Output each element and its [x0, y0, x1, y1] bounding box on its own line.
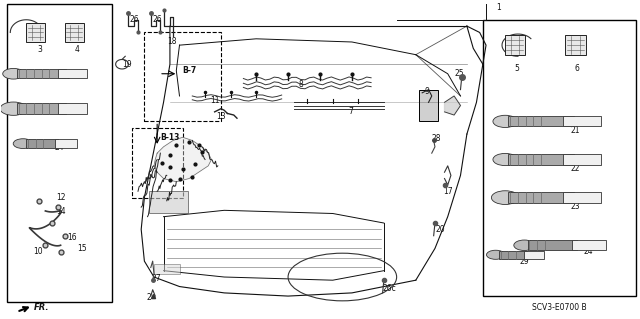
Bar: [563, 192, 601, 203]
Text: 15: 15: [77, 244, 87, 253]
Bar: [26, 23, 45, 42]
Text: 20: 20: [435, 225, 445, 234]
Text: 27: 27: [152, 274, 161, 283]
Text: SCV3-E0700 B: SCV3-E0700 B: [532, 303, 587, 312]
Text: FR.: FR.: [34, 303, 49, 312]
Circle shape: [493, 115, 518, 128]
Bar: [17, 69, 67, 78]
Text: 19: 19: [122, 60, 132, 69]
Text: 28: 28: [431, 134, 441, 143]
Polygon shape: [445, 96, 461, 115]
Text: 16: 16: [67, 233, 77, 242]
Bar: [58, 69, 87, 78]
Text: 17: 17: [443, 187, 452, 196]
Bar: [154, 264, 179, 274]
Bar: [499, 251, 527, 259]
Bar: [55, 139, 77, 148]
Text: 8: 8: [298, 80, 303, 89]
Text: 26c: 26c: [382, 284, 396, 293]
Text: 23: 23: [60, 108, 69, 116]
Text: B-13: B-13: [161, 133, 180, 142]
Bar: [17, 103, 67, 114]
Circle shape: [493, 153, 518, 166]
Bar: [508, 154, 573, 165]
Text: 29: 29: [520, 257, 529, 266]
Text: 24: 24: [54, 143, 64, 152]
Text: 22: 22: [571, 164, 580, 173]
Text: 5: 5: [515, 64, 519, 73]
Text: 7: 7: [348, 108, 353, 116]
Text: 23: 23: [571, 202, 580, 211]
Bar: [65, 23, 84, 42]
Text: 26: 26: [152, 15, 162, 24]
Text: 12: 12: [56, 193, 66, 202]
Text: 14: 14: [56, 207, 66, 216]
Bar: [483, 20, 636, 296]
Circle shape: [492, 191, 519, 204]
Bar: [563, 116, 601, 126]
Bar: [132, 128, 182, 197]
Text: 9: 9: [425, 87, 429, 96]
Bar: [504, 35, 525, 56]
Circle shape: [486, 250, 505, 259]
Bar: [572, 241, 606, 250]
Text: 4: 4: [75, 45, 80, 55]
Text: 18: 18: [167, 38, 177, 47]
Text: 6: 6: [574, 64, 579, 73]
Bar: [7, 4, 113, 302]
Bar: [563, 154, 601, 165]
Text: 2: 2: [147, 293, 151, 302]
Circle shape: [3, 68, 24, 79]
Bar: [150, 191, 188, 213]
Bar: [565, 35, 586, 56]
Bar: [508, 116, 573, 126]
Bar: [508, 192, 573, 203]
Bar: [58, 103, 87, 114]
Polygon shape: [154, 137, 211, 182]
Bar: [524, 251, 544, 259]
Text: 21: 21: [571, 126, 580, 135]
Text: 24: 24: [584, 247, 593, 256]
Bar: [419, 90, 438, 122]
Text: 25: 25: [454, 69, 464, 78]
Text: 3: 3: [38, 45, 43, 55]
Bar: [527, 241, 577, 250]
Circle shape: [514, 240, 535, 250]
Text: 10: 10: [33, 247, 42, 256]
Text: 21: 21: [61, 72, 71, 81]
Circle shape: [13, 139, 33, 149]
Text: B-7: B-7: [182, 66, 196, 75]
Bar: [26, 139, 58, 148]
Text: 13: 13: [216, 112, 226, 121]
Bar: [145, 33, 221, 122]
Circle shape: [0, 102, 27, 115]
Text: 11: 11: [210, 96, 220, 105]
Text: 1: 1: [497, 3, 501, 11]
Text: 26: 26: [130, 15, 140, 24]
